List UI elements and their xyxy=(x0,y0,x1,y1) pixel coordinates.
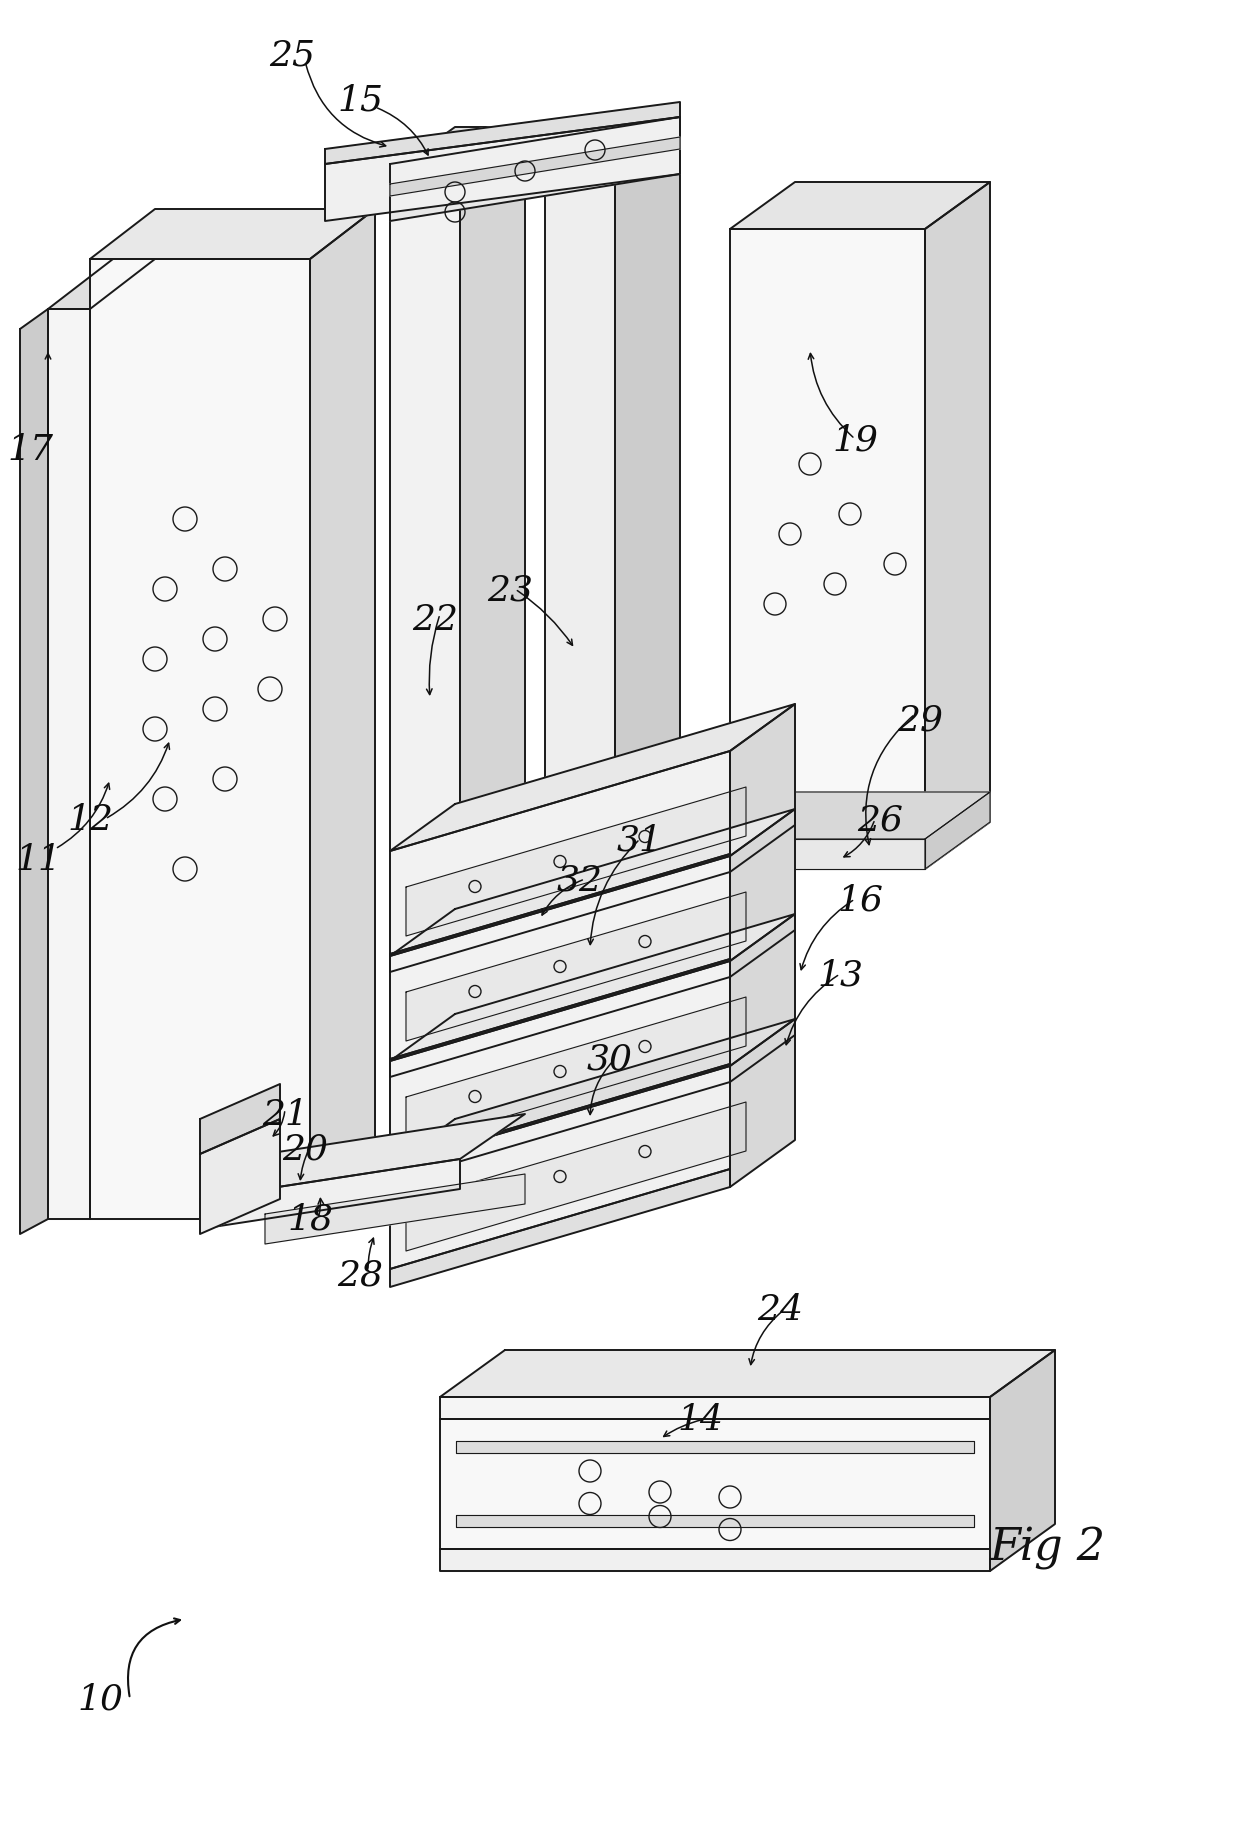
Polygon shape xyxy=(730,840,925,870)
Polygon shape xyxy=(546,164,615,1165)
Text: Fig 2: Fig 2 xyxy=(990,1526,1106,1568)
Polygon shape xyxy=(730,230,925,870)
Text: 15: 15 xyxy=(337,84,383,117)
Polygon shape xyxy=(20,310,48,1234)
Polygon shape xyxy=(405,893,746,1041)
Text: 11: 11 xyxy=(15,842,61,877)
Polygon shape xyxy=(391,1066,730,1269)
Text: 22: 22 xyxy=(412,603,458,636)
Text: 23: 23 xyxy=(487,572,533,607)
Polygon shape xyxy=(200,1114,525,1200)
Polygon shape xyxy=(391,706,795,851)
Text: 14: 14 xyxy=(677,1402,723,1437)
Text: 29: 29 xyxy=(897,702,942,736)
Polygon shape xyxy=(391,128,525,175)
Text: 24: 24 xyxy=(756,1293,804,1327)
Polygon shape xyxy=(440,1396,990,1420)
Polygon shape xyxy=(200,1119,280,1234)
Text: 12: 12 xyxy=(67,802,113,837)
Polygon shape xyxy=(391,175,460,1174)
Polygon shape xyxy=(460,128,525,1174)
Polygon shape xyxy=(925,793,990,870)
Polygon shape xyxy=(325,118,680,222)
Polygon shape xyxy=(310,210,374,1220)
Polygon shape xyxy=(391,857,730,1059)
Polygon shape xyxy=(405,1103,746,1251)
Polygon shape xyxy=(546,118,680,164)
Text: 13: 13 xyxy=(817,957,863,992)
Polygon shape xyxy=(925,182,990,870)
Polygon shape xyxy=(265,1174,525,1245)
Polygon shape xyxy=(730,182,990,230)
Text: 21: 21 xyxy=(262,1097,308,1132)
Polygon shape xyxy=(405,788,746,937)
Polygon shape xyxy=(391,118,680,222)
Text: 32: 32 xyxy=(557,862,603,897)
Text: 16: 16 xyxy=(837,882,883,917)
Polygon shape xyxy=(990,1351,1055,1571)
Text: 28: 28 xyxy=(337,1258,383,1291)
Polygon shape xyxy=(730,809,795,977)
Polygon shape xyxy=(391,959,730,1077)
Polygon shape xyxy=(456,1442,973,1453)
Polygon shape xyxy=(325,102,680,164)
Polygon shape xyxy=(440,1550,990,1571)
Polygon shape xyxy=(405,997,746,1147)
Text: 20: 20 xyxy=(281,1132,329,1167)
Text: 10: 10 xyxy=(77,1683,123,1715)
Polygon shape xyxy=(730,1019,795,1187)
Text: 30: 30 xyxy=(587,1043,632,1076)
Polygon shape xyxy=(48,310,91,1220)
Polygon shape xyxy=(391,1065,730,1183)
Polygon shape xyxy=(440,1351,1055,1396)
Polygon shape xyxy=(730,793,990,840)
Text: 19: 19 xyxy=(832,423,878,458)
Polygon shape xyxy=(615,118,680,1165)
Polygon shape xyxy=(391,139,680,197)
Polygon shape xyxy=(391,1169,730,1287)
Polygon shape xyxy=(440,1420,990,1550)
Polygon shape xyxy=(391,751,730,955)
Polygon shape xyxy=(200,1159,460,1229)
Text: 17: 17 xyxy=(7,432,53,467)
Polygon shape xyxy=(730,915,795,1083)
Polygon shape xyxy=(391,1019,795,1167)
Polygon shape xyxy=(391,855,730,972)
Polygon shape xyxy=(391,809,795,957)
Text: 18: 18 xyxy=(286,1203,334,1236)
Polygon shape xyxy=(48,261,155,310)
Polygon shape xyxy=(456,1515,973,1528)
Text: 25: 25 xyxy=(269,38,315,71)
Polygon shape xyxy=(200,1085,280,1154)
Text: 31: 31 xyxy=(618,822,663,857)
Polygon shape xyxy=(91,210,374,261)
Polygon shape xyxy=(391,915,795,1061)
Polygon shape xyxy=(730,706,795,873)
Polygon shape xyxy=(391,961,730,1165)
Polygon shape xyxy=(91,261,310,1220)
Text: 26: 26 xyxy=(857,802,903,837)
